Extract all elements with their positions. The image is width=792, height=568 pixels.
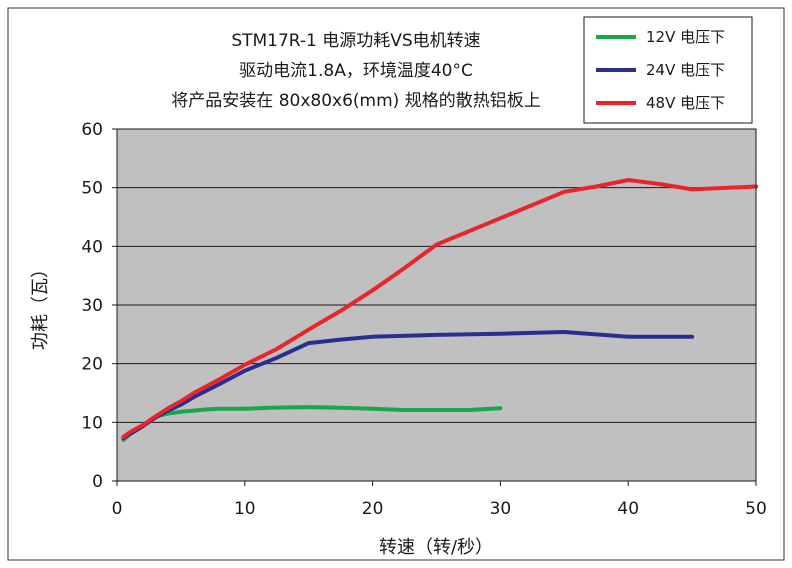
y-tick-label: 30 bbox=[81, 296, 103, 316]
x-tick-label: 50 bbox=[745, 499, 767, 519]
x-axis-label: 转速（转/秒） bbox=[379, 537, 493, 558]
title-line-1: STM17R-1 电源功耗VS电机转速 bbox=[231, 31, 480, 51]
x-tick-label: 10 bbox=[234, 499, 256, 519]
legend-label-48v: 48V 电压下 bbox=[646, 94, 725, 112]
x-tick-label: 0 bbox=[112, 499, 123, 519]
series-line-48v bbox=[121, 178, 758, 439]
y-tick-label: 20 bbox=[81, 355, 103, 375]
legend-label-12v: 12V 电压下 bbox=[646, 28, 725, 46]
y-tick-label: 40 bbox=[81, 237, 103, 257]
title-line-3: 将产品安装在 80x80x6(mm) 规格的散热铝板上 bbox=[171, 91, 540, 111]
x-tick-label: 20 bbox=[362, 499, 384, 519]
x-tick-label: 40 bbox=[617, 499, 639, 519]
y-tick-label: 10 bbox=[81, 413, 103, 433]
ticks-layer: 0 10 20 30 40 50 60 0 10 20 30 40 50 bbox=[81, 120, 766, 519]
y-tick-label: 60 bbox=[81, 120, 103, 140]
legend: 12V 电压下 24V 电压下 48V 电压下 bbox=[583, 16, 753, 124]
plot-border bbox=[116, 128, 757, 482]
y-tick-label: 50 bbox=[81, 179, 103, 199]
series-layer bbox=[121, 178, 758, 442]
y-axis-label: 功耗（瓦） bbox=[30, 260, 51, 350]
y-tick-label: 0 bbox=[92, 472, 103, 492]
title-line-2: 驱动电流1.8A，环境温度40°C bbox=[239, 61, 473, 81]
x-tick-label: 30 bbox=[490, 499, 512, 519]
legend-label-24v: 24V 电压下 bbox=[646, 61, 725, 79]
